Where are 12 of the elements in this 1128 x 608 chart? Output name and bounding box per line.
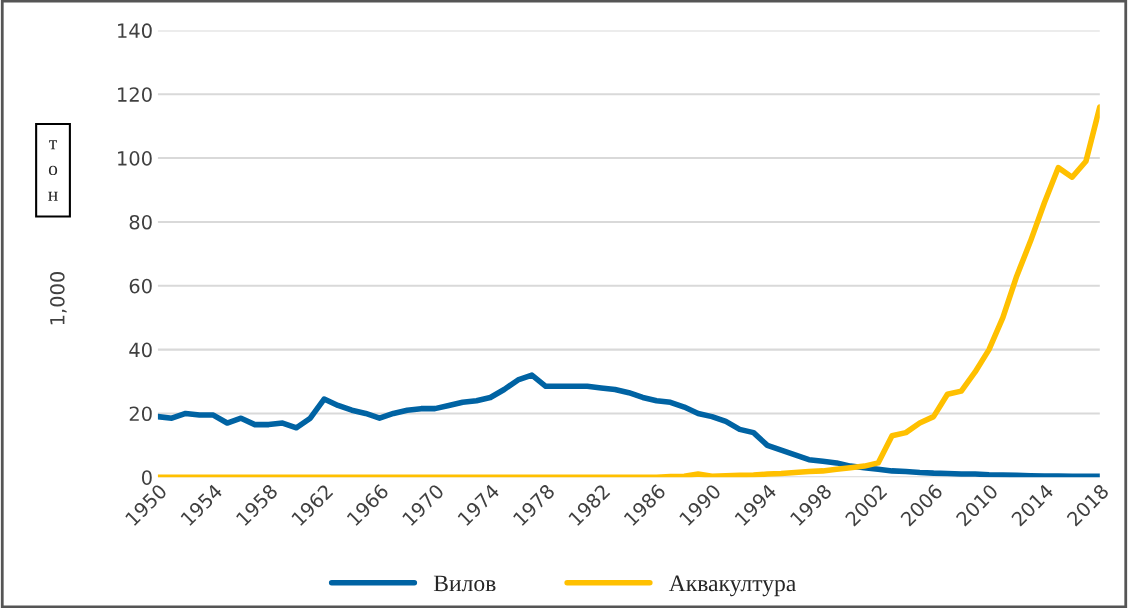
text: тон [48, 140, 58, 201]
y-tick-label: 0 [141, 470, 152, 485]
y-tick-label: 60 [129, 278, 152, 294]
y-tick-label: 80 [129, 214, 152, 230]
legend-label: Аквакултура [668, 575, 796, 597]
y-tick-label: 140 [118, 23, 152, 39]
y-tick-label: 20 [129, 406, 152, 422]
y-tick-label: 120 [118, 87, 152, 102]
legend-label: Вилов [433, 575, 496, 592]
y-tick-label: 100 [118, 151, 152, 166]
y-tick-label: 40 [129, 342, 152, 358]
y-axis-title: 1,000 [49, 271, 67, 325]
